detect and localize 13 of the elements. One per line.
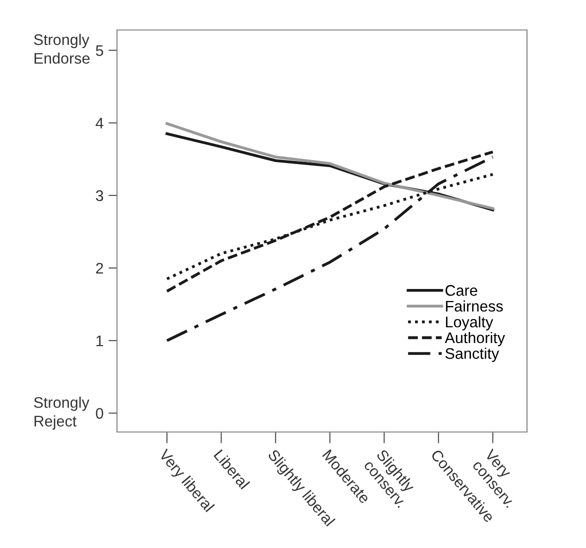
legend-label: Loyalty	[446, 316, 494, 330]
legend-label: Care	[446, 285, 478, 296]
y-tick-label: 0	[96, 408, 104, 419]
legend-label: Authority	[444, 332, 506, 346]
y-tick-label: 4	[96, 118, 104, 128]
y-tick-label: 2	[96, 262, 104, 274]
text: Strongly Reject	[34, 396, 90, 430]
y-tick-label: 1	[96, 336, 104, 346]
legend-label: Fairness	[446, 300, 503, 312]
text: Strongly Endorse	[34, 34, 90, 64]
y-tick-label: 5	[96, 45, 104, 56]
y-tick-label: 3	[96, 190, 104, 202]
legend-label: Sanctity	[445, 348, 500, 362]
